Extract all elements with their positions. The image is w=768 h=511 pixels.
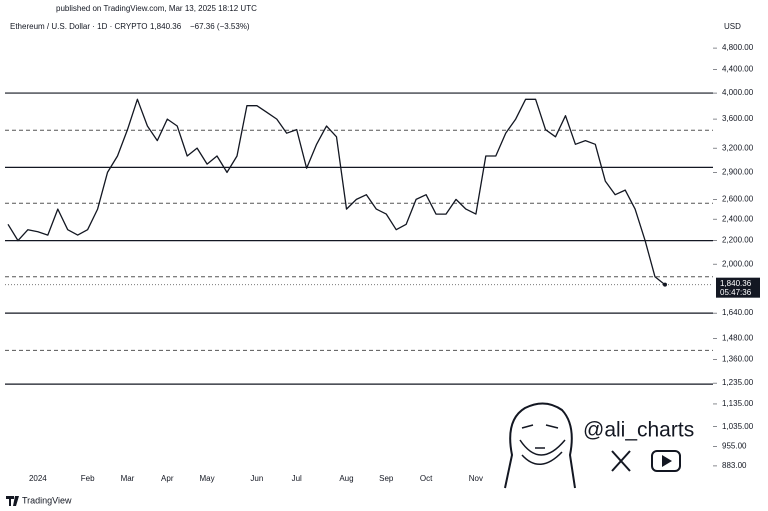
y-tick-label: 1,360.00 — [722, 354, 754, 363]
y-tick-label: 1,480.00 — [722, 334, 754, 343]
y-tick-label: 4,800.00 — [722, 43, 754, 52]
y-tick-label: 2,200.00 — [722, 236, 754, 245]
header-price: 1,840.36 — [150, 22, 182, 31]
last-price-dot — [663, 282, 667, 287]
x-icon — [611, 450, 631, 472]
currency: USD — [724, 22, 741, 31]
y-tick-label: 2,900.00 — [722, 168, 754, 177]
y-tick-label: 1,640.00 — [722, 308, 754, 317]
y-tick-label: 3,200.00 — [722, 143, 754, 152]
price-line — [7, 98, 666, 286]
y-tick-label: 955.00 — [722, 442, 747, 451]
header-change: −67.36 (−3.53%) — [190, 22, 250, 31]
x-tick-label: Apr — [161, 474, 174, 483]
y-tick-label: 883.00 — [722, 461, 747, 470]
x-tick-label: Sep — [379, 474, 394, 483]
y-tick-label: 1,235.00 — [722, 378, 754, 387]
price-tag-countdown: 05:47:36 — [720, 288, 752, 297]
price-tag — [716, 277, 760, 298]
y-tick-label: 2,400.00 — [722, 214, 754, 223]
x-tick-label: Aug — [339, 474, 353, 483]
x-tick-label: 2024 — [29, 474, 47, 483]
y-tick-label: 4,400.00 — [722, 65, 754, 74]
brand-logo — [6, 496, 19, 506]
brand: TradingView — [22, 495, 72, 505]
y-tick-label: 2,000.00 — [722, 259, 754, 268]
x-tick-label: Mar — [121, 474, 135, 483]
x-tick-label: Jun — [250, 474, 263, 483]
x-tick-label: Oct — [420, 474, 433, 483]
y-tick-label: 1,135.00 — [722, 399, 754, 408]
x-tick-label: Nov — [469, 474, 483, 483]
watermark: @ali_charts — [583, 419, 694, 442]
x-tick-label: May — [200, 474, 215, 483]
y-tick-label: 3,600.00 — [722, 114, 754, 123]
y-tick-label: 1,035.00 — [722, 422, 754, 431]
price-tag-value: 1,840.36 — [720, 279, 752, 288]
y-tick-label: 2,600.00 — [722, 195, 754, 204]
y-tick-label: 4,000.00 — [722, 88, 754, 97]
x-tick-label: Feb — [81, 474, 95, 483]
chart-title: Ethereum / U.S. Dollar · 1D · CRYPTO — [10, 22, 148, 31]
published-note: published on TradingView.com, Mar 13, 20… — [56, 4, 257, 13]
avatar — [495, 398, 580, 490]
play-icon — [651, 450, 681, 472]
x-tick-label: Jul — [292, 474, 302, 483]
